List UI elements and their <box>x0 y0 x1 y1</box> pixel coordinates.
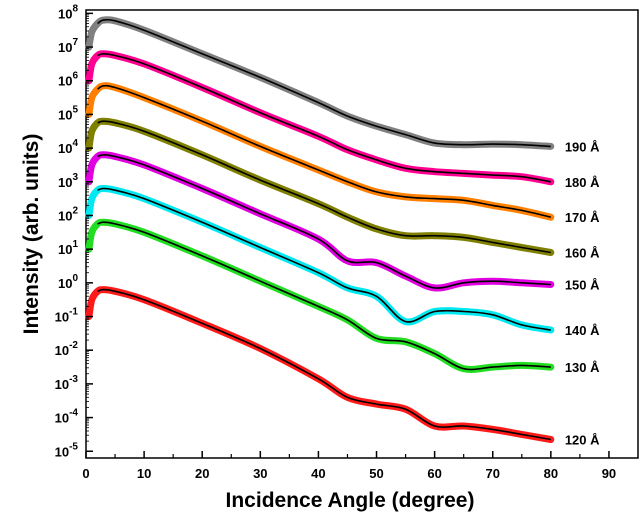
series-label-0: 190 Å <box>565 139 600 154</box>
y-tick-label-4: 104 <box>58 138 78 156</box>
x-tick-label-0: 0 <box>82 466 89 481</box>
x-tick-label-50: 50 <box>369 466 383 481</box>
series-fit-4 <box>97 153 551 289</box>
series-labels: 190 Å 180 Å 170 Å 160 Å 150 Å 140 Å 130 Å 120 Å <box>565 139 600 447</box>
x-tick-label-80: 80 <box>544 466 558 481</box>
y-tick-label-8: 108 <box>58 3 78 21</box>
series-fit-0 <box>97 18 551 148</box>
y-tick-label--3: 10-3 <box>55 374 79 392</box>
series-fit-6 <box>97 221 551 371</box>
series-label-4: 150 Å <box>565 278 600 293</box>
x-tick-label-70: 70 <box>486 466 500 481</box>
series-label-5: 140 Å <box>565 323 600 338</box>
y-tick-label--2: 10-2 <box>55 340 79 358</box>
series-label-6: 130 Å <box>565 360 600 375</box>
series-fit-5 <box>97 187 551 331</box>
series-label-1: 180 Å <box>565 175 600 190</box>
y-tick-label--4: 10-4 <box>55 408 79 426</box>
series-label-3: 160 Å <box>565 246 600 261</box>
x-tick-label-40: 40 <box>311 466 325 481</box>
series-data-0 <box>85 16 555 150</box>
y-tick-label-1: 101 <box>58 239 78 257</box>
x-tick-label-20: 20 <box>195 466 209 481</box>
x-axis-title: Incidence Angle (degree) <box>226 489 475 512</box>
y-tick-label-6: 106 <box>58 71 78 89</box>
x-tick-label-30: 30 <box>253 466 267 481</box>
x-axis: 0 10 20 30 40 50 60 70 80 90 <box>82 451 616 481</box>
y-tick-label-2: 102 <box>58 205 78 223</box>
y-tick-label--5: 10-5 <box>55 441 79 459</box>
y-tick-label-3: 103 <box>58 172 78 190</box>
x-tick-label-60: 60 <box>427 466 441 481</box>
y-tick-label-7: 107 <box>58 37 78 55</box>
y-axis-title: Intensity (arb. units) <box>20 134 43 335</box>
y-tick-label-0: 100 <box>58 273 78 291</box>
x-tick-label-10: 10 <box>137 466 151 481</box>
plot-frame <box>85 9 639 459</box>
plot-area <box>85 9 639 459</box>
x-tick-label-90: 90 <box>602 466 616 481</box>
series-label-2: 170 Å <box>565 210 600 225</box>
y-tick-label--1: 10-1 <box>55 307 79 325</box>
series-fit-2 <box>97 84 551 218</box>
series-fit-1 <box>97 52 551 183</box>
series-fit-7 <box>97 288 551 441</box>
y-axis: 108 107 106 105 104 103 102 101 100 10-1 10-2 10-3 1… <box>55 3 93 459</box>
series-data-1 <box>85 50 555 186</box>
series-data-6 <box>85 218 555 373</box>
y-tick-label-5: 105 <box>58 104 78 122</box>
series-fit-3 <box>97 120 551 254</box>
series-label-7: 120 Å <box>565 432 600 447</box>
